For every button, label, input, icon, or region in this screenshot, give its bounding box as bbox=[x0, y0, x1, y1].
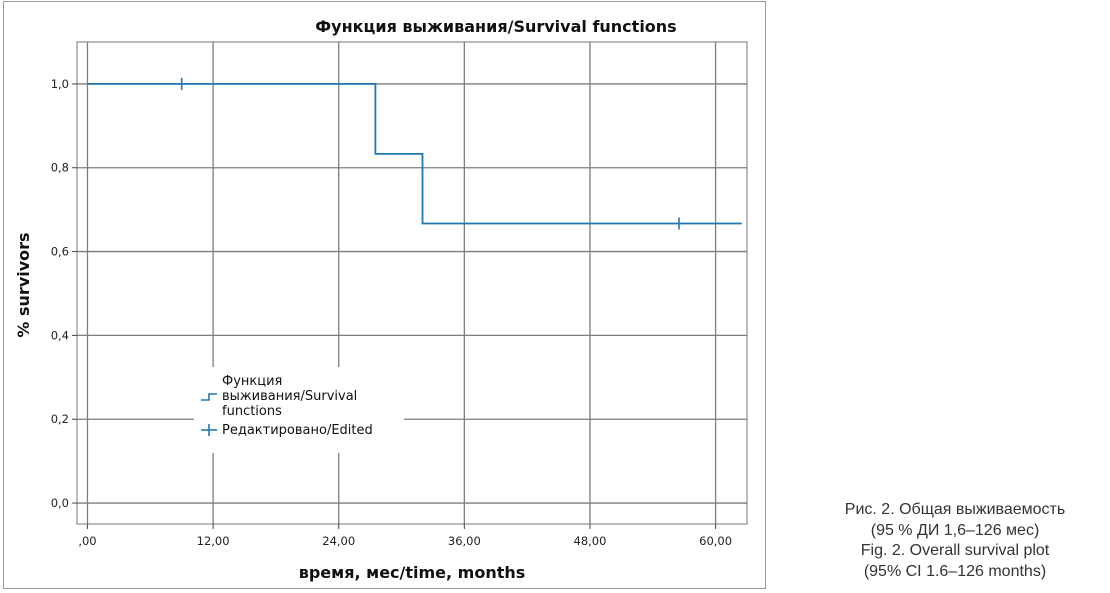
y-tick-label: 0,0 bbox=[51, 496, 69, 510]
legend-step-icon bbox=[201, 393, 217, 401]
y-tick-label: 0,8 bbox=[51, 161, 69, 175]
x-tick-label: ,00 bbox=[78, 534, 96, 548]
legend-plus-icon bbox=[201, 424, 217, 436]
caption-line-4: (95% CI 1.6–126 months) bbox=[863, 562, 1047, 580]
axis-ticks: 0,0 0,2 0,4 0,6 0,8 1,0 ,00 12,00 24,00 36,00 48,0… bbox=[51, 77, 732, 548]
y-axis-label: % survivors bbox=[14, 232, 33, 337]
x-axis-label: время, мес/time, months bbox=[299, 563, 526, 582]
caption-line-2: (95 % ДИ 1,6–126 мес) bbox=[870, 521, 1040, 539]
figure-caption: Рис. 2. Общая выживаемость (95 % ДИ 1,6–… bbox=[800, 500, 1110, 582]
legend-edited-label: Редактировано/Edited bbox=[222, 423, 373, 438]
x-tick-label: 12,00 bbox=[197, 534, 230, 548]
x-tick-label: 36,00 bbox=[448, 534, 481, 548]
y-tick-label: 1,0 bbox=[51, 77, 69, 91]
legend: Функция выживания/Survival functions Ред… bbox=[194, 367, 404, 453]
survival-chart: Функция выживания/Survival functions 0,0… bbox=[14, 17, 748, 582]
plot-area bbox=[76, 41, 748, 525]
legend-series-label-line-2: выживания/Survival bbox=[222, 389, 357, 404]
survival-step-line bbox=[87, 83, 742, 225]
x-tick-label: 60,00 bbox=[699, 534, 732, 548]
legend-series-label-line-3: functions bbox=[222, 404, 282, 419]
legend-background bbox=[194, 367, 404, 453]
x-tick-label: 24,00 bbox=[322, 534, 355, 548]
y-tick-label: 0,6 bbox=[51, 245, 69, 259]
y-tick-label: 0,2 bbox=[51, 412, 69, 426]
caption-line-1: Рис. 2. Общая выживаемость bbox=[844, 501, 1066, 518]
chart-title: Функция выживания/Survival functions bbox=[315, 17, 676, 36]
caption-line-3: Fig. 2. Overall survival plot bbox=[860, 542, 1050, 559]
chart-frame: Функция выживания/Survival functions 0,0… bbox=[3, 1, 766, 589]
legend-series-label-line-1: Функция bbox=[222, 374, 282, 389]
grid-lines bbox=[77, 42, 747, 524]
y-tick-label: 0,4 bbox=[51, 328, 69, 342]
x-tick-label: 48,00 bbox=[574, 534, 607, 548]
series-layer bbox=[87, 77, 742, 230]
